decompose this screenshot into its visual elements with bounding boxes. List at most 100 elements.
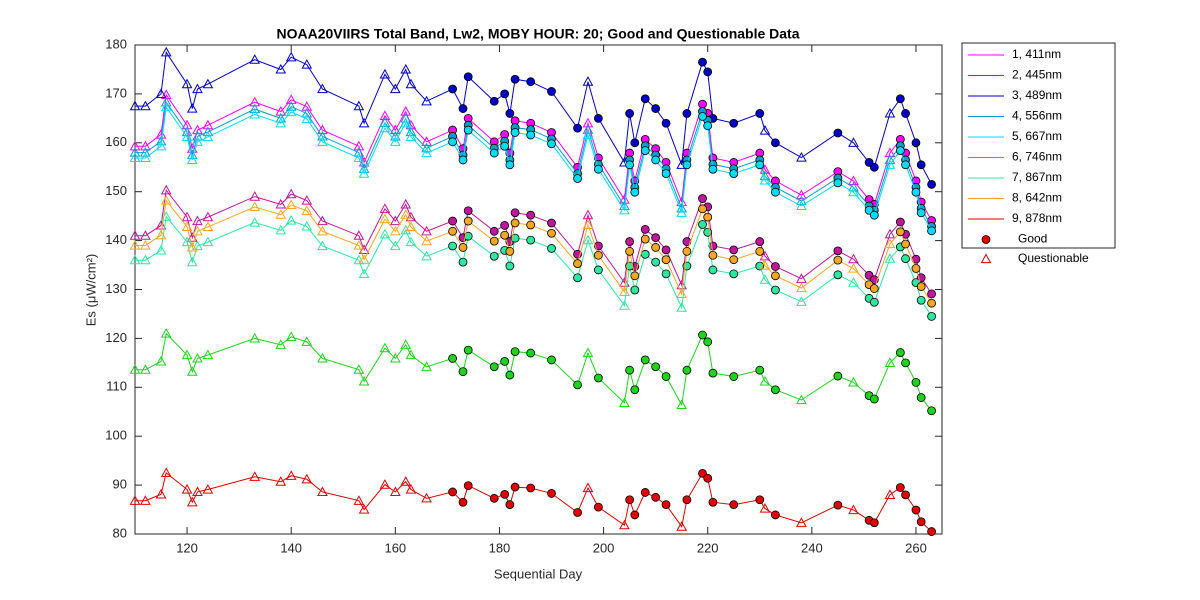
good-marker: [526, 77, 536, 87]
questionable-marker: [421, 147, 432, 158]
good-marker: [703, 473, 713, 483]
good-marker: [640, 488, 650, 497]
good-marker: [463, 481, 473, 490]
questionable-marker: [848, 186, 859, 197]
good-marker: [661, 372, 671, 381]
good-marker: [729, 500, 739, 510]
good-marker: [698, 220, 707, 229]
questionable-marker: [421, 235, 432, 246]
questionable-marker: [848, 262, 859, 273]
good-marker: [901, 358, 910, 368]
questionable-marker: [379, 68, 391, 79]
questionable-marker: [884, 154, 896, 165]
good-marker: [833, 500, 843, 510]
questionable-marker: [358, 117, 370, 128]
questionable-marker: [379, 203, 391, 213]
questionable-marker: [421, 361, 432, 371]
questionable-marker: [160, 46, 172, 57]
y-tick-label: 120: [105, 330, 127, 345]
good-marker: [500, 89, 510, 99]
good-marker: [463, 72, 473, 82]
questionable-marker: [249, 191, 261, 201]
questionable-marker: [275, 224, 287, 235]
questionable-marker: [160, 327, 172, 338]
good-marker: [489, 251, 499, 261]
questionable-marker: [192, 240, 203, 251]
y-tick-label: 110: [106, 379, 127, 394]
good-marker: [682, 160, 692, 170]
good-marker: [448, 354, 457, 363]
questionable-marker: [192, 124, 203, 135]
good-marker: [489, 148, 499, 158]
questionable-marker: [181, 349, 193, 360]
good-marker: [458, 367, 468, 377]
good-marker: [651, 233, 661, 243]
good-marker: [895, 217, 905, 227]
questionable-marker: [796, 273, 807, 283]
y-tick-label: 100: [105, 428, 127, 443]
good-marker: [916, 160, 926, 170]
questionable-marker: [160, 184, 172, 195]
good-marker: [505, 246, 515, 256]
good-marker: [640, 146, 650, 156]
good-marker: [682, 261, 692, 271]
questionable-marker: [421, 225, 432, 236]
good-marker: [651, 155, 661, 165]
questionable-marker: [140, 495, 151, 505]
questionable-marker: [192, 215, 203, 226]
good-marker: [661, 245, 671, 255]
questionable-marker: [317, 215, 328, 226]
questionable-marker: [619, 286, 630, 297]
questionable-marker: [848, 181, 859, 192]
questionable-marker: [181, 131, 193, 142]
good-marker: [489, 226, 499, 236]
questionable-marker: [848, 376, 859, 387]
good-marker: [593, 502, 603, 512]
questionable-marker: [285, 94, 297, 104]
good-marker: [547, 355, 556, 365]
good-marker: [755, 365, 765, 375]
good-marker: [573, 123, 582, 133]
questionable-marker: [202, 131, 214, 142]
questionable-marker: [129, 147, 141, 157]
questionable-marker: [379, 228, 391, 239]
good-marker: [593, 164, 603, 174]
good-marker: [869, 284, 879, 293]
questionable-marker: [358, 168, 370, 178]
questionable-marker: [759, 250, 771, 261]
questionable-marker: [582, 234, 594, 245]
questionable-marker: [400, 198, 412, 209]
questionable-marker: [619, 519, 630, 530]
questionable-marker: [275, 209, 287, 219]
good-marker: [510, 218, 520, 228]
good-marker: [547, 228, 556, 238]
questionable-marker: [140, 147, 151, 157]
good-marker: [833, 255, 843, 265]
good-marker: [682, 109, 692, 118]
questionable-marker: [192, 225, 203, 236]
questionable-marker: [389, 130, 401, 141]
legend-label: 2, 445nm: [1012, 68, 1062, 82]
good-marker: [500, 221, 510, 230]
good-marker: [500, 230, 510, 240]
good-marker: [573, 380, 582, 390]
good-marker: [916, 295, 926, 305]
series-line: [135, 50, 933, 185]
good-marker: [703, 67, 713, 77]
questionable-marker: [285, 188, 297, 199]
good-marker: [661, 269, 671, 279]
questionable-marker: [400, 209, 412, 219]
questionable-marker: [796, 282, 807, 293]
series-line: [135, 105, 933, 232]
legend-label: 3, 489nm: [1012, 88, 1062, 102]
good-marker: [895, 146, 905, 156]
good-marker: [869, 297, 879, 307]
questionable-marker: [379, 117, 391, 127]
questionable-marker: [249, 471, 261, 481]
questionable-marker: [421, 492, 432, 503]
good-marker: [640, 94, 650, 104]
questionable-marker: [249, 201, 261, 211]
questionable-marker: [848, 175, 859, 186]
good-marker: [630, 285, 640, 295]
good-marker: [573, 508, 582, 517]
